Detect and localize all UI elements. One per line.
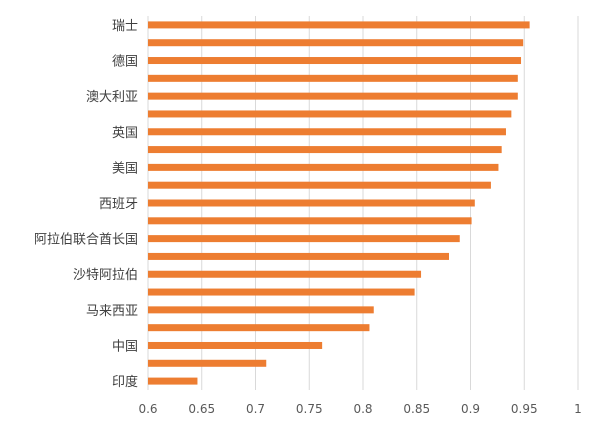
x-tick-label: 0.95 xyxy=(511,402,538,416)
category-label: 中国 xyxy=(112,339,138,354)
bar xyxy=(148,377,198,385)
category-label: 德国 xyxy=(112,55,138,70)
x-tick-labels: 0.6 0.65 0.7 0.75 0.8 0.85 0.9 0.95 1 xyxy=(138,402,581,416)
bar xyxy=(148,288,415,296)
bar xyxy=(148,21,530,29)
bar xyxy=(148,181,491,189)
bars xyxy=(148,21,530,385)
category-label: 马来西亚 xyxy=(86,304,138,319)
bar xyxy=(148,39,524,47)
bar xyxy=(148,110,512,118)
category-label: 阿拉伯联合酋长国 xyxy=(34,232,138,248)
x-tick-label: 0.8 xyxy=(353,402,372,416)
x-tick-label: 0.75 xyxy=(296,402,323,416)
x-tick-label: 0.65 xyxy=(188,402,215,416)
bar xyxy=(148,270,422,278)
bar xyxy=(148,74,518,82)
category-label: 澳大利亚 xyxy=(86,89,138,105)
bar xyxy=(148,324,370,332)
x-tick-label: 1 xyxy=(574,402,582,416)
bar xyxy=(148,359,267,367)
bar xyxy=(148,146,502,154)
bar xyxy=(148,217,472,225)
x-tick-label: 0.7 xyxy=(246,402,265,416)
bar xyxy=(148,252,449,260)
category-label: 西班牙 xyxy=(99,197,138,212)
bar xyxy=(148,306,374,314)
bar xyxy=(148,235,460,243)
bar xyxy=(148,163,499,171)
x-tick-label: 0.6 xyxy=(138,402,157,416)
category-label: 英国 xyxy=(112,126,138,141)
bar xyxy=(148,199,475,207)
bar xyxy=(148,92,518,100)
x-tick-label: 0.85 xyxy=(403,402,430,416)
bar xyxy=(148,128,506,136)
category-label: 沙特阿拉伯 xyxy=(73,268,138,283)
bar xyxy=(148,341,323,349)
bar xyxy=(148,57,522,65)
category-label: 印度 xyxy=(112,374,138,390)
category-label: 美国 xyxy=(112,161,138,176)
category-label: 瑞士 xyxy=(112,19,138,34)
x-tick-label: 0.9 xyxy=(461,402,480,416)
